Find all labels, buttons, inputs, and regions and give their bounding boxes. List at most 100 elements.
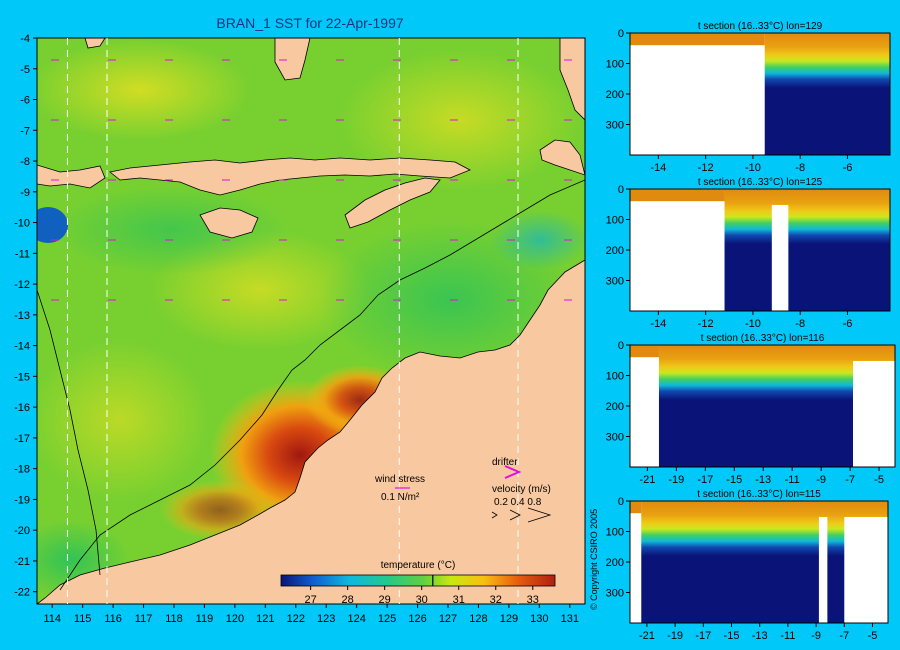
section-title: t section (16..33°C) lon=115	[697, 489, 821, 500]
copyright-label: © Copyright CSIRO 2005	[589, 509, 599, 610]
y-tick-label: -14	[14, 341, 30, 353]
sst-map	[37, 38, 585, 604]
x-tick-label: 120	[226, 613, 244, 625]
y-tick-label: -11	[15, 248, 30, 260]
section-y-tick-label: 100	[606, 371, 624, 383]
section-title: t section (16..33°C) lon=129	[698, 21, 823, 32]
colorbar-tick-label: 27	[304, 594, 316, 606]
colorbar-tick-label: 33	[527, 594, 539, 606]
section-y-tick-label: 100	[606, 527, 624, 539]
section-x-tick-label: -10	[745, 162, 761, 174]
section-title: t section (16..33°C) lon=116	[701, 333, 825, 344]
section-shelf-water	[630, 501, 642, 514]
x-tick-label: 124	[347, 613, 365, 625]
section-panel: t section (16..33°C) lon=116 -21 -19 -17 -15…	[606, 333, 896, 486]
section-shelf-water	[630, 33, 765, 46]
section-x-tick-label: -19	[667, 630, 683, 642]
y-tick-label: -13	[14, 310, 30, 322]
section-temperature-field	[764, 33, 890, 155]
section-panel: t section (16..33°C) lon=125 -14 -12 -10 -8 -…	[606, 177, 891, 330]
velocity-label: velocity (m/s)	[492, 484, 551, 495]
section-y-tick-label: 300	[606, 276, 624, 288]
section-y-tick-label: 200	[606, 245, 624, 257]
x-tick-label: 130	[530, 613, 548, 625]
y-tick-label: -17	[14, 433, 30, 445]
colorbar: temperature (°C) 27 28 29 30 31 32 33	[280, 560, 556, 606]
section-x-tick-label: -19	[668, 474, 684, 486]
y-tick-label: -20	[14, 525, 30, 537]
colorbar-gradient	[280, 574, 556, 587]
y-tick-label: -18	[14, 464, 30, 476]
section-x-tick-label: -21	[639, 630, 655, 642]
x-tick-label: 126	[408, 613, 426, 625]
y-tick-label: -8	[20, 156, 30, 168]
section-x-tick-label: -9	[811, 630, 821, 642]
section-x-tick-label: -8	[795, 318, 805, 330]
x-tick-label: 115	[74, 613, 92, 625]
y-tick-label: -4	[20, 33, 30, 45]
section-y-tick-label: 100	[606, 59, 624, 71]
section-y-tick-label: 0	[618, 184, 624, 196]
section-x-tick-label: -5	[874, 474, 884, 486]
y-tick-label: -10	[14, 218, 30, 230]
section-title: t section (16..33°C) lon=125	[698, 177, 823, 188]
section-x-tick-label: -12	[698, 318, 714, 330]
bathymetry-contour	[59, 179, 585, 591]
section-shelf-water	[630, 345, 659, 358]
section-x-tick-label: -10	[745, 318, 761, 330]
x-tick-label: 116	[104, 613, 122, 625]
section-x-tick-label: -14	[650, 162, 666, 174]
x-tick-label: 128	[469, 613, 487, 625]
bathymetry-contour	[37, 289, 101, 576]
y-tick-label: -7	[20, 125, 30, 137]
section-y-tick-label: 300	[606, 120, 624, 132]
x-tick-label: 127	[439, 613, 457, 625]
section-panel: t section (16..33°C) lon=115 -21 -19 -17 -15…	[606, 489, 889, 642]
section-x-tick-label: -6	[843, 318, 853, 330]
y-tick-label: -9	[20, 187, 30, 199]
section-x-tick-label: -17	[697, 474, 713, 486]
colorbar-ticks: 27 28 29 30 31 32 33	[304, 575, 539, 606]
colorbar-tick-label: 30	[416, 594, 428, 606]
section-panel: t section (16..33°C) lon=129 -14 -12 -10 -8 -…	[606, 21, 891, 174]
section-y-tick-label: 300	[606, 432, 624, 444]
australia-land	[37, 259, 585, 604]
y-tick-label: -22	[14, 587, 30, 599]
drifter-label: drifter	[492, 457, 518, 468]
section-x-tick-label: -14	[650, 318, 666, 330]
x-tick-label: 114	[43, 613, 61, 625]
x-tick-label: 118	[165, 613, 183, 625]
section-y-tick-label: 0	[618, 496, 624, 508]
section-x-tick-label: -5	[868, 630, 878, 642]
y-tick-label: -21	[14, 556, 30, 568]
wind-stress-label: wind stress	[374, 474, 425, 485]
cool-patch	[50, 185, 290, 275]
section-x-tick-label: -9	[816, 474, 826, 486]
map-title: BRAN_1 SST for 22-Apr-1997	[216, 15, 403, 31]
y-tick-label: -16	[14, 402, 30, 414]
cold-spot	[37, 207, 68, 243]
section-y-tick-label: 200	[606, 89, 624, 101]
section-land-gap	[844, 517, 888, 623]
section-land-gap	[853, 361, 895, 467]
map-legend: wind stress 0.1 N/m² drifter velocity (m…	[374, 457, 552, 523]
section-x-tick-label: -11	[785, 474, 800, 486]
sumba-island	[199, 207, 259, 239]
warm-patch	[340, 50, 580, 190]
section-x-tick-label: -13	[752, 630, 768, 642]
y-tick-label: -6	[20, 95, 30, 107]
colorbar-label: temperature (°C)	[381, 560, 456, 571]
section-shelf-water	[630, 189, 725, 202]
section-x-tick-label: -7	[845, 474, 855, 486]
section-x-tick-label: -15	[724, 630, 740, 642]
y-tick-label: -15	[14, 371, 30, 383]
x-tick-label: 119	[196, 613, 214, 625]
velocity-scale-arrows	[491, 507, 552, 523]
y-tick-label: -5	[20, 64, 30, 76]
section-panels: t section (16..33°C) lon=129 -14 -12 -10 -8 -…	[606, 21, 896, 642]
section-x-tick-label: -6	[843, 162, 853, 174]
section-x-tick-label: -21	[639, 474, 655, 486]
x-tick-label: 125	[378, 613, 396, 625]
x-tick-label: 121	[256, 613, 274, 625]
